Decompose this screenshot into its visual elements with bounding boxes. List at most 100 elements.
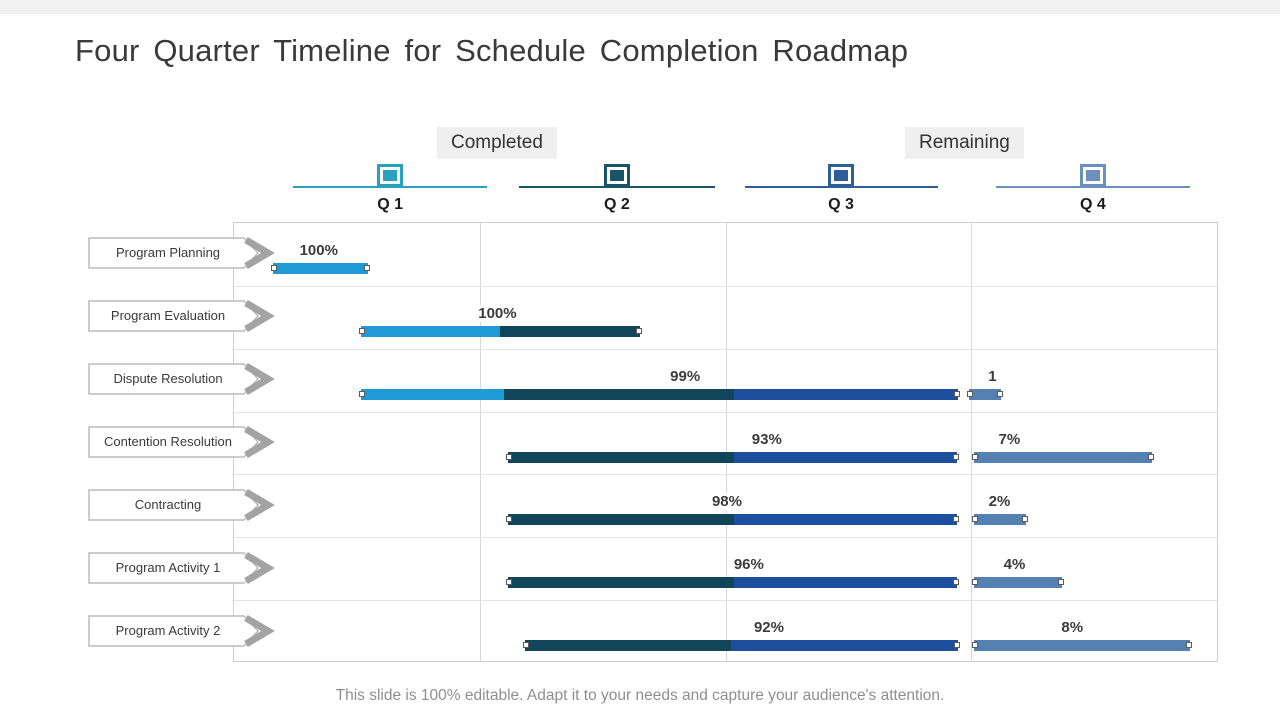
bar-remaining: [966, 388, 1003, 400]
bar-label-completed: 92%: [750, 619, 787, 637]
bar-segment-q2: [507, 451, 734, 463]
bar-segment-q2: [507, 514, 734, 526]
axis-line-q2: [518, 186, 715, 188]
bar-handle-left: [505, 516, 512, 523]
bar-handle-right: [1058, 579, 1065, 586]
quarter-marker-icon: [1079, 164, 1106, 187]
bar-handle-right: [1022, 516, 1029, 523]
activity-row: 99% 1: [234, 349, 1217, 412]
activity-label-text: Program Planning: [115, 245, 221, 261]
bar-handle-left: [358, 390, 365, 397]
bar-handle-right: [996, 390, 1003, 397]
top-strip: [0, 0, 1280, 14]
arrow-shape: [88, 614, 275, 647]
quarter-marker-icon: [827, 164, 854, 187]
arrow-shape: [88, 425, 275, 459]
footer-note: This slide is 100% editable. Adapt it to…: [335, 687, 945, 704]
bar-segment-q3: [733, 388, 959, 400]
row-separator: [234, 474, 1217, 476]
activity-label-arrow: Contracting: [88, 488, 278, 522]
vertical-gridline: [479, 223, 481, 661]
bar-segment-q4: [974, 577, 1063, 589]
bar-label-remaining: 4%: [1000, 556, 1029, 574]
bar-label-completed: 93%: [748, 430, 785, 448]
activity-label-arrow: Program Evaluation: [88, 299, 278, 333]
bar-label-remaining: 2%: [985, 493, 1014, 511]
bar-segment-q3: [733, 451, 958, 463]
quarter-label: Q 2: [603, 196, 630, 213]
activity-label-text: Contracting: [134, 496, 202, 512]
arrow-shape: [88, 300, 275, 333]
bar-handle-left: [972, 453, 979, 460]
bar-label-remaining: 7%: [995, 430, 1024, 448]
bar-completed: [270, 263, 370, 274]
row-separator: [234, 348, 1217, 350]
quarter-label: Q 4: [1079, 196, 1106, 213]
activity-label-text: Program Activity 2: [115, 622, 221, 638]
bar-handle-left: [972, 516, 979, 523]
bar-handle-right: [1148, 453, 1155, 460]
page-title: Four Quarter Timeline for Schedule Compl…: [75, 33, 909, 68]
bar-segment-q1: [360, 325, 501, 337]
activity-label-text: Dispute Resolution: [113, 371, 223, 387]
activity-label-arrow: Dispute Resolution: [88, 362, 278, 396]
bar-completed: [358, 325, 643, 337]
bar-segment-q2: [507, 577, 734, 589]
bar-handle-left: [505, 579, 512, 586]
quarter-marker-icon: [377, 164, 404, 187]
bar-handle-left: [505, 453, 512, 460]
legend-remaining-label: Remaining: [905, 127, 1024, 159]
bar-label-completed: 100%: [475, 304, 520, 322]
bar-segment-q4: [974, 640, 1190, 652]
arrow-shape: [88, 363, 275, 396]
bar-handle-right: [953, 453, 960, 460]
activity-label-arrow: Program Planning: [88, 236, 278, 270]
bar-segment-q4: [974, 451, 1153, 463]
bar-handle-right: [954, 642, 961, 649]
bar-handle-left: [270, 265, 277, 271]
activity-label-text: Contention Resolution: [104, 434, 232, 449]
bar-completed: [358, 388, 961, 400]
timeline-plot-area: 100% 100% 99% 1 93% 7% 98% 2% 96% 4% 92% 8%: [233, 222, 1218, 662]
row-separator: [234, 411, 1217, 413]
bar-handle-right: [954, 390, 961, 397]
activity-label-arrow: Program Activity 2: [88, 614, 278, 648]
activity-row: 100%: [234, 286, 1217, 349]
bar-segment-q4: [968, 388, 1001, 400]
activity-label-text: Program Evaluation: [110, 308, 226, 324]
arrow-shape: [88, 488, 275, 521]
bar-segment-q3: [730, 640, 959, 652]
bar-label-completed: 100%: [296, 242, 341, 259]
bar-handle-left: [523, 642, 530, 649]
bar-remaining: [972, 577, 1065, 589]
bar-segment-q2: [504, 388, 734, 400]
activity-label-arrow: Program Activity 1: [88, 551, 278, 585]
bar-handle-right: [953, 516, 960, 523]
quarter-marker-inner: [1085, 170, 1100, 181]
activity-label-arrow: Contention Resolution: [88, 425, 278, 459]
axis-line-q1: [293, 186, 487, 188]
bar-completed: [523, 640, 961, 652]
quarter-label: Q 3: [828, 196, 854, 213]
bar-completed: [505, 577, 960, 589]
axis-line-q4: [995, 186, 1190, 188]
activity-label-text: Program Activity 1: [115, 559, 221, 575]
bar-segment-q2: [500, 325, 641, 337]
bar-handle-left: [972, 579, 979, 586]
quarter-marker-icon: [603, 164, 630, 187]
bar-segment-q1: [272, 263, 368, 274]
quarter-marker-inner: [383, 170, 398, 181]
bar-handle-left: [966, 390, 973, 397]
vertical-gridline: [725, 223, 727, 661]
activity-row: 93% 7%: [234, 412, 1217, 475]
vertical-gridline: [971, 223, 973, 661]
bar-completed: [505, 514, 960, 526]
activity-labels-column: Program Planning Program Evaluation Disput…: [0, 222, 275, 662]
bar-handle-left: [972, 642, 979, 649]
quarter-label: Q 1: [377, 196, 403, 213]
activity-row: 92% 8%: [234, 600, 1217, 663]
bar-label-remaining: 1: [985, 367, 1000, 385]
bar-remaining: [972, 514, 1029, 526]
bar-label-completed: 99%: [667, 367, 704, 385]
bar-remaining: [972, 640, 1192, 652]
